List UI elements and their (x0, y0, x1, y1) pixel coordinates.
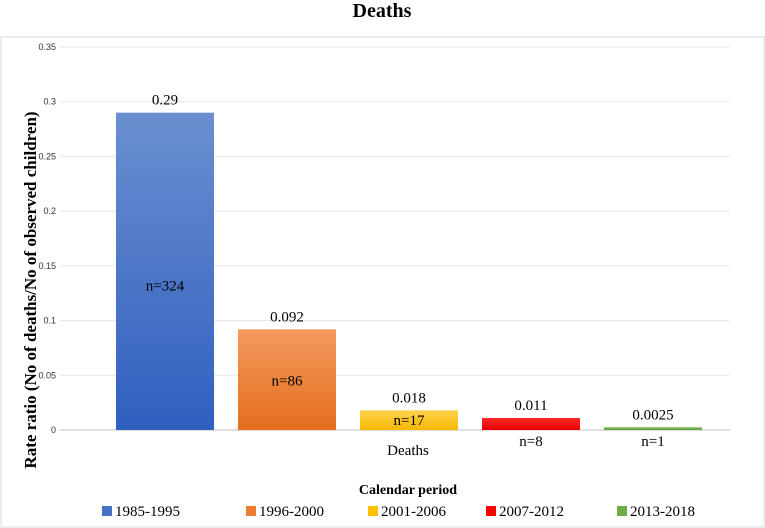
legend-title: Calendar period (359, 483, 457, 498)
bar-1985-1995 (116, 112, 214, 431)
y-axis-title: Rate ratio (No of deaths/No of observed … (21, 111, 40, 468)
bar-1996-2000 (238, 329, 336, 430)
legend-swatch-2007-2012 (486, 506, 496, 516)
y-tick-label: 0.2 (43, 206, 56, 216)
legend-label: 2013-2018 (630, 504, 695, 520)
data-labels: 0.29 n=324 0.092 n=86 0.018 n=17 0.011 n=8 0.002… (146, 93, 674, 450)
value-label: 0.092 (270, 309, 304, 325)
y-tick-label: 0.05 (38, 370, 56, 380)
y-tick-label: 0.15 (38, 261, 56, 271)
bar-2007-2012 (482, 417, 580, 430)
count-label: n=1 (641, 434, 664, 450)
value-label: 0.0025 (632, 407, 673, 423)
bars (116, 112, 702, 431)
legend: 1985-1995 1996-2000 2001-2006 2007-2012 2013… (102, 504, 695, 520)
y-tick-label: 0.25 (38, 151, 56, 161)
x-axis-category-label: Deaths (387, 443, 429, 459)
legend-swatch-1996-2000 (246, 506, 256, 516)
legend-label: 2001-2006 (381, 504, 446, 520)
bar-2013-2018 (604, 427, 702, 430)
count-label: n=324 (146, 278, 185, 294)
chart-title: Deaths (353, 0, 412, 22)
y-tick-label: 0.35 (38, 42, 56, 52)
count-label: n=86 (272, 374, 303, 390)
y-tick-label: 0 (51, 425, 56, 435)
legend-swatch-1985-1995 (102, 506, 112, 516)
chart-frame (0, 36, 765, 528)
y-tick-label: 0.3 (43, 97, 56, 107)
legend-label: 2007-2012 (499, 504, 564, 520)
bar-2001-2006 (360, 410, 458, 430)
y-tick-labels: 0 0.05 0.1 0.15 0.2 0.25 0.3 0.35 (38, 42, 56, 435)
count-label: n=8 (519, 434, 542, 450)
value-label: 0.018 (392, 390, 426, 406)
legend-swatch-2013-2018 (617, 506, 627, 516)
legend-swatch-2001-2006 (368, 506, 378, 516)
count-label: n=17 (394, 413, 425, 429)
value-label: 0.011 (514, 398, 547, 414)
legend-label: 1996-2000 (259, 504, 324, 520)
value-label: 0.29 (152, 93, 178, 109)
legend-label: 1985-1995 (115, 504, 180, 520)
y-tick-label: 0.1 (43, 316, 56, 326)
